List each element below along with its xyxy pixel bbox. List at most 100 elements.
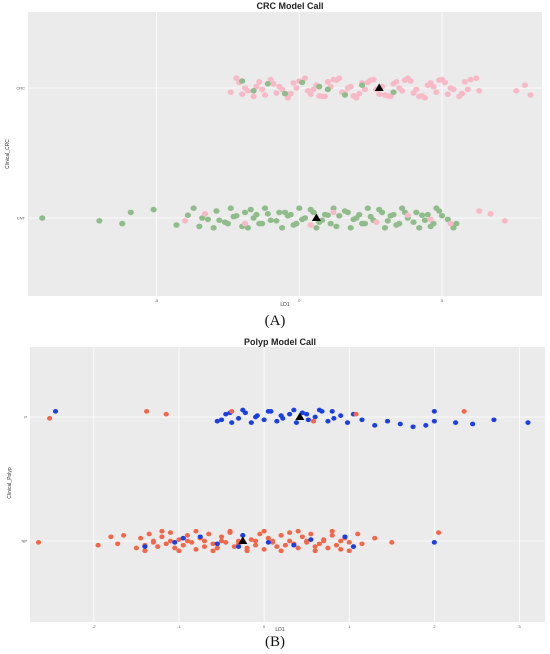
data-point: [261, 92, 269, 98]
data-point: [276, 83, 283, 90]
data-point: [138, 535, 144, 541]
data-point: [155, 544, 161, 549]
data-points: [39, 75, 534, 231]
data-point: [167, 538, 174, 544]
data-point: [304, 411, 310, 417]
data-point: [310, 86, 317, 93]
data-point: [329, 533, 335, 538]
data-point: [342, 534, 348, 540]
data-point: [296, 205, 303, 211]
data-point: [252, 414, 259, 420]
data-point: [201, 211, 209, 217]
data-point: [313, 225, 320, 231]
data-point: [150, 206, 157, 213]
data-point: [163, 411, 169, 417]
data-point: [491, 417, 497, 423]
data-point: [224, 220, 231, 227]
data-point: [312, 548, 318, 554]
data-point: [184, 533, 191, 538]
data-point: [384, 218, 391, 224]
data-point: [201, 544, 208, 549]
data-point: [410, 219, 417, 225]
data-point: [287, 90, 294, 97]
data-point: [293, 220, 300, 227]
data-point: [193, 528, 199, 534]
data-point: [376, 91, 383, 97]
data-point: [180, 535, 186, 541]
data-point: [227, 528, 233, 534]
data-point: [461, 79, 468, 85]
data-point: [229, 420, 235, 425]
data-point: [344, 420, 351, 425]
data-point: [287, 530, 293, 535]
data-point: [396, 85, 403, 91]
data-point: [312, 414, 318, 420]
data-point: [470, 421, 476, 427]
data-point: [430, 220, 437, 227]
data-point: [235, 544, 242, 549]
data-point: [108, 534, 114, 540]
data-point: [264, 211, 271, 217]
data-point: [329, 528, 335, 534]
data-point: [372, 423, 378, 428]
data-point: [223, 540, 229, 545]
data-point: [159, 534, 165, 540]
data-point: [301, 215, 309, 221]
x-tick-label: 2: [433, 624, 436, 629]
data-point: [341, 92, 349, 98]
data-point: [333, 77, 340, 83]
data-point: [418, 93, 426, 99]
data-point: [299, 410, 305, 416]
data-point: [421, 217, 429, 224]
data-point: [119, 220, 126, 227]
data-point: [250, 93, 257, 100]
data-point: [316, 83, 323, 90]
data-point: [325, 418, 331, 424]
data-point: [247, 206, 254, 213]
data-point: [244, 548, 250, 554]
data-point: [244, 225, 251, 231]
centroid-markers: [311, 83, 384, 221]
data-point: [240, 533, 246, 538]
data-point: [241, 209, 249, 216]
data-point: [196, 223, 203, 230]
axis-ticks: -5 0 5 CRC CNT: [16, 86, 444, 304]
data-point: [384, 93, 391, 99]
data-point: [299, 534, 305, 540]
data-point: [333, 542, 340, 548]
data-point: [261, 547, 267, 552]
data-point: [316, 541, 323, 547]
data-point: [381, 225, 389, 231]
data-point: [210, 541, 216, 547]
x-tick-label: 3: [518, 624, 521, 629]
data-point: [291, 542, 297, 548]
plot-panel: [30, 347, 545, 622]
data-point: [261, 528, 267, 534]
data-point: [172, 540, 178, 545]
data-point: [467, 76, 474, 83]
data-point: [321, 211, 329, 218]
data-point: [431, 418, 437, 424]
data-point: [310, 209, 317, 216]
data-point: [250, 88, 257, 94]
data-point: [453, 420, 459, 425]
data-point: [95, 542, 101, 548]
data-point: [253, 211, 260, 218]
centroid-marker: [238, 536, 248, 544]
data-point: [287, 538, 293, 544]
data-point: [416, 225, 423, 231]
data-point: [321, 538, 327, 544]
data-point: [270, 81, 277, 87]
data-point: [338, 413, 344, 418]
data-point: [206, 531, 212, 537]
data-point: [121, 533, 127, 538]
data-point: [52, 409, 59, 414]
data-point: [181, 218, 189, 224]
data-point: [265, 540, 271, 545]
data-point: [176, 537, 182, 542]
data-point: [476, 88, 483, 94]
data-point: [133, 545, 140, 551]
data-point: [319, 217, 326, 224]
data-point: [325, 545, 331, 551]
data-point: [287, 211, 294, 218]
